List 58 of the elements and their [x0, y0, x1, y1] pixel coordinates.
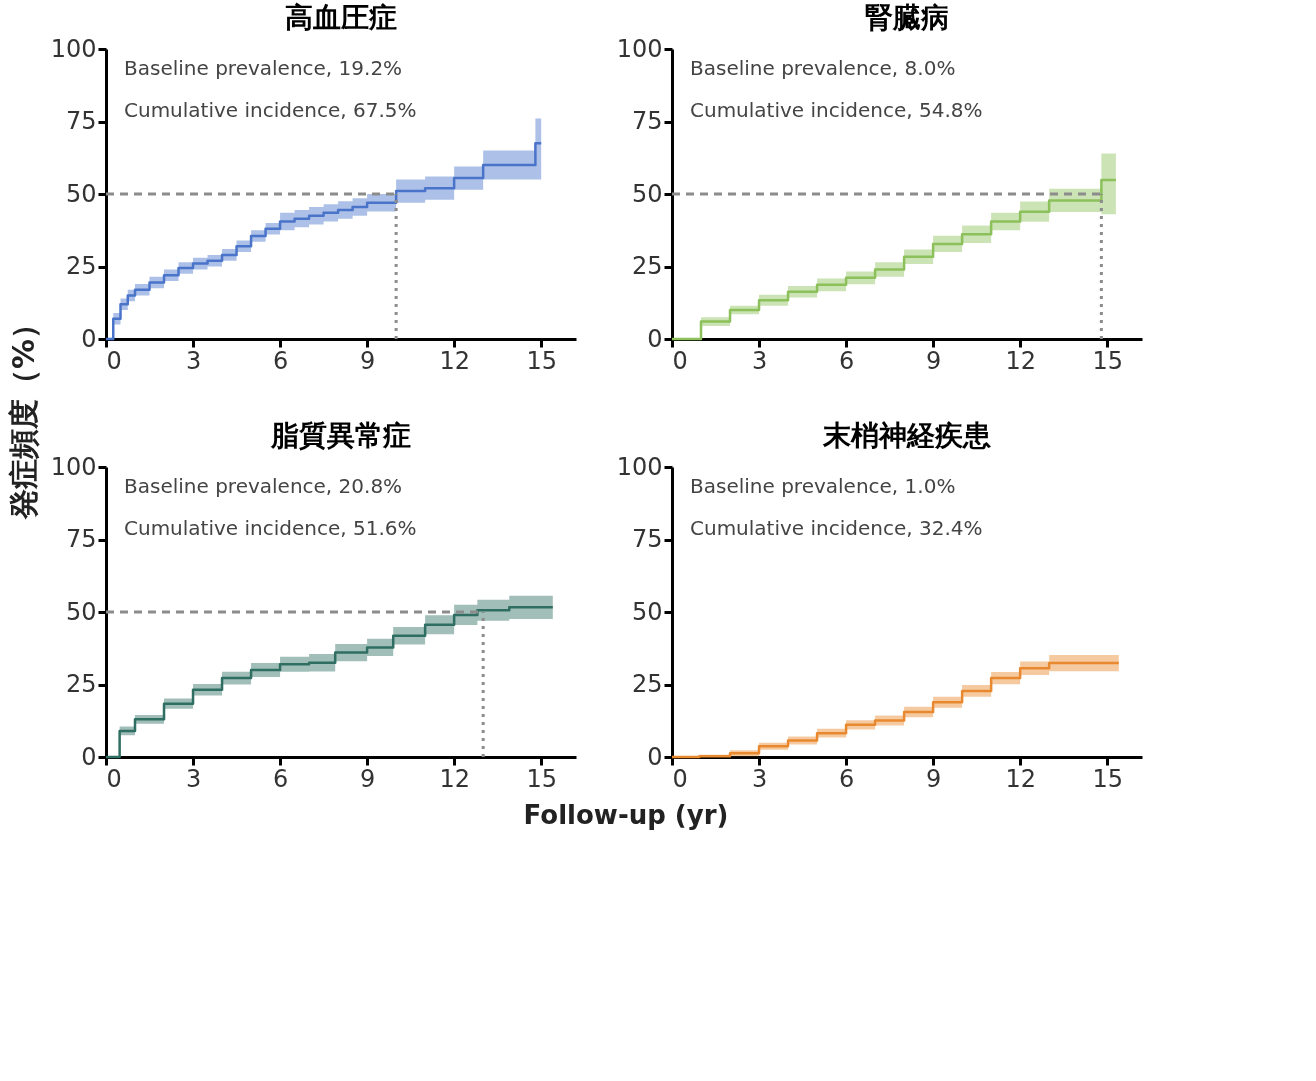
chart-title: 末梢神経疾患: [822, 419, 991, 452]
annotation: Baseline prevalence, 8.0%: [690, 56, 956, 80]
annotation: Cumulative incidence, 32.4%: [690, 516, 983, 540]
x-tick-label: 6: [272, 764, 289, 793]
y-tick-label: 100: [50, 452, 97, 481]
x-tick-label: 12: [1005, 346, 1036, 375]
x-tick-label: 3: [185, 346, 202, 375]
y-axis-title: 発症頻度（%）: [6, 308, 41, 521]
x-tick-label: 15: [1092, 346, 1123, 375]
x-tick-label: 9: [925, 346, 942, 375]
x-tick-label: 15: [526, 764, 557, 793]
x-tick-label: 0: [672, 764, 688, 793]
x-tick-label: 9: [359, 764, 376, 793]
x-axis-title: Follow-up (yr): [523, 800, 729, 830]
y-tick-label: 25: [65, 252, 97, 280]
chart-title: 高血圧症: [285, 1, 397, 34]
y-tick-label: 75: [631, 107, 663, 135]
y-tick-label: 100: [616, 452, 663, 481]
annotation: Baseline prevalence, 1.0%: [690, 474, 956, 498]
annotation: Baseline prevalence, 20.8%: [124, 474, 403, 498]
y-tick-label: 25: [631, 252, 663, 280]
y-tick-label: 75: [65, 107, 97, 135]
x-tick-label: 3: [751, 764, 768, 793]
chart-title: 脂質異常症: [270, 419, 411, 452]
y-tick-label: 0: [81, 324, 97, 353]
y-tick-label: 75: [65, 525, 97, 553]
x-tick-label: 6: [838, 764, 855, 793]
x-tick-label: 6: [272, 346, 289, 375]
x-tick-label: 3: [751, 346, 768, 375]
y-tick-label: 25: [65, 670, 97, 698]
x-tick-label: 3: [185, 764, 202, 793]
y-tick-label: 0: [647, 324, 663, 353]
x-tick-label: 0: [672, 346, 688, 375]
x-tick-label: 9: [925, 764, 942, 793]
y-tick-label: 100: [50, 34, 97, 63]
y-tick-label: 100: [616, 34, 663, 63]
annotation: Baseline prevalence, 19.2%: [124, 56, 403, 80]
x-tick-label: 15: [1092, 764, 1123, 793]
x-tick-label: 0: [106, 346, 122, 375]
y-tick-label: 0: [647, 742, 663, 771]
y-tick-label: 50: [631, 179, 663, 208]
y-tick-label: 50: [65, 179, 97, 208]
annotation: Cumulative incidence, 67.5%: [124, 98, 417, 122]
y-tick-label: 50: [631, 597, 663, 626]
x-tick-label: 15: [526, 346, 557, 375]
x-tick-label: 12: [1005, 764, 1036, 793]
x-tick-label: 12: [439, 764, 470, 793]
x-tick-label: 12: [439, 346, 470, 375]
chart-title: 腎臓病: [865, 1, 949, 34]
y-tick-label: 0: [81, 742, 97, 771]
annotation: Cumulative incidence, 54.8%: [690, 98, 983, 122]
y-tick-label: 50: [65, 597, 97, 626]
x-tick-label: 0: [106, 764, 122, 793]
y-tick-label: 75: [631, 525, 663, 553]
y-tick-label: 25: [631, 670, 663, 698]
x-tick-label: 6: [838, 346, 855, 375]
annotation: Cumulative incidence, 51.6%: [124, 516, 417, 540]
x-tick-label: 9: [359, 346, 376, 375]
